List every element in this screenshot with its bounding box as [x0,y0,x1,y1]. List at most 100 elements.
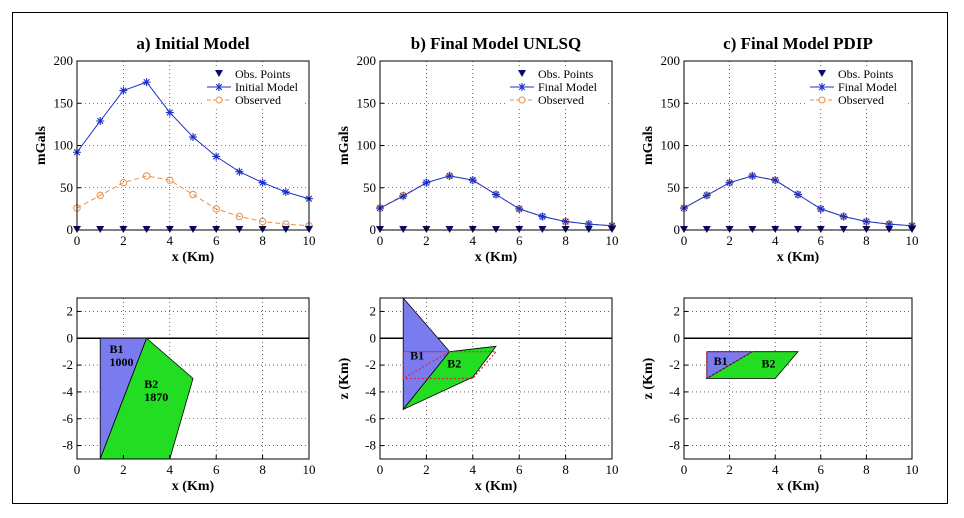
legend-marker-obs [518,70,526,77]
poly-xlabel: x (Km) [475,479,518,494]
poly-xtick-label: 6 [818,462,825,477]
legend-marker-model [215,83,223,91]
observed-point [166,176,174,184]
model-point [468,176,477,185]
line-xtick-label: 8 [259,233,266,248]
body-label-b2: B2 [144,377,158,391]
line-ytick-label: 0 [370,222,377,237]
body-polygon-b2 [402,345,497,410]
model-point [235,167,244,176]
poly-ytick-label: 2 [370,303,377,318]
observed-point [142,172,151,180]
chart-title: b) Final Model UNLSQ [411,34,582,53]
poly-ytick-label: -2 [365,357,376,372]
poly-ytick-label: 2 [674,303,681,318]
poly-ytick-label: -4 [669,384,680,399]
line-xtick-label: 6 [213,233,220,248]
series-line-2 [76,175,310,227]
model-point [212,152,221,161]
model-point [702,191,711,200]
body-label-b2: B2 [762,357,776,371]
observed-point [96,191,104,200]
poly-xtick-label: 2 [726,462,733,477]
line-xtick-label: 0 [377,233,384,248]
poly-xtick-label: 8 [863,462,870,477]
model-point [142,78,151,87]
model-point [258,178,267,187]
legend-marker-obs [215,70,223,77]
line-xtick-label: 4 [470,233,477,248]
legend-entry: Final Model [538,80,598,94]
poly-ytick-label: -4 [62,384,73,399]
model-point [422,178,431,187]
poly-xtick-label: 8 [562,462,569,477]
observed-point [212,205,220,213]
legend-entry: Obs. Points [538,67,594,81]
line-xtick-label: 4 [167,233,174,248]
line-xtick-label: 2 [120,233,127,248]
line-ytick-label: 100 [661,138,681,153]
line-xlabel: x (Km) [172,250,215,265]
poly-axes-border-0 [76,297,310,460]
true-model-outline [402,351,498,380]
line-xtick-label: 10 [303,233,316,248]
model-point [771,176,780,185]
legend-entry: Obs. Points [235,67,291,81]
model-point [816,204,825,213]
legend-entry: Observed [538,93,584,107]
poly-ytick-label: 0 [370,330,377,345]
line-ytick-label: 0 [674,222,681,237]
model-point [725,178,734,187]
chart-title: c) Final Model PDIP [723,34,873,53]
line-ytick-label: 150 [661,95,681,110]
model-point [862,217,871,226]
poly-xlabel: x (Km) [172,479,215,494]
line-xtick-label: 10 [906,233,919,248]
line-ytick-label: 100 [54,138,74,153]
line-ylabel: mGals [337,126,352,165]
poly-xtick-label: 4 [167,462,174,477]
model-point [538,212,547,221]
poly-xtick-label: 10 [303,462,316,477]
poly-ytick-label: -8 [365,438,376,453]
line-xtick-label: 4 [772,233,779,248]
poly-axes-border-1 [379,297,613,460]
poly-ylabel: z (Km) [337,357,352,399]
true-model-outline [706,351,755,380]
observed-point [189,190,197,199]
model-point [515,204,524,213]
poly-xtick-label: 4 [772,462,779,477]
body-value-b2: 1870 [144,390,168,404]
legend-entry: Obs. Points [838,67,894,81]
legend-entry: Observed [838,93,884,107]
model-point [885,220,894,229]
poly-ytick-label: -8 [669,438,680,453]
observed-point [119,178,128,187]
line-ytick-label: 200 [661,53,681,68]
model-point [794,190,802,199]
poly-xtick-label: 2 [120,462,127,477]
line-ytick-label: 200 [357,53,377,68]
line-xtick-label: 2 [423,233,430,248]
legend-marker-obs [818,70,826,77]
poly-xtick-label: 10 [606,462,619,477]
line-ytick-label: 100 [357,138,377,153]
legend-entry: Observed [235,93,281,107]
line-ytick-label: 150 [357,95,377,110]
body-label-b1: B1 [714,354,728,368]
line-xtick-label: 10 [606,233,619,248]
line-xlabel: x (Km) [777,250,820,265]
line-xtick-label: 2 [726,233,733,248]
poly-ytick-label: -2 [62,357,73,372]
line-xtick-label: 0 [74,233,81,248]
legend-marker-observed [215,96,223,104]
poly-xtick-label: 4 [470,462,477,477]
line-xtick-label: 8 [562,233,569,248]
observed-point [235,212,244,221]
body-label-b1: B1 [109,342,123,356]
line-xtick-label: 0 [681,233,688,248]
legend-entry: Final Model [838,80,898,94]
line-xtick-label: 6 [818,233,825,248]
poly-ytick-label: -6 [365,411,376,426]
